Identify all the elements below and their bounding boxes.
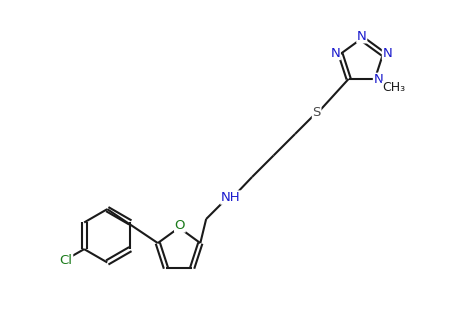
Text: O: O [175, 219, 185, 232]
Text: NH: NH [221, 191, 240, 204]
Text: CH₃: CH₃ [383, 81, 405, 94]
Text: N: N [373, 73, 383, 86]
Text: Cl: Cl [59, 254, 73, 267]
Text: S: S [313, 106, 321, 119]
Text: N: N [357, 30, 367, 43]
Text: N: N [330, 47, 340, 60]
Text: N: N [383, 47, 392, 60]
